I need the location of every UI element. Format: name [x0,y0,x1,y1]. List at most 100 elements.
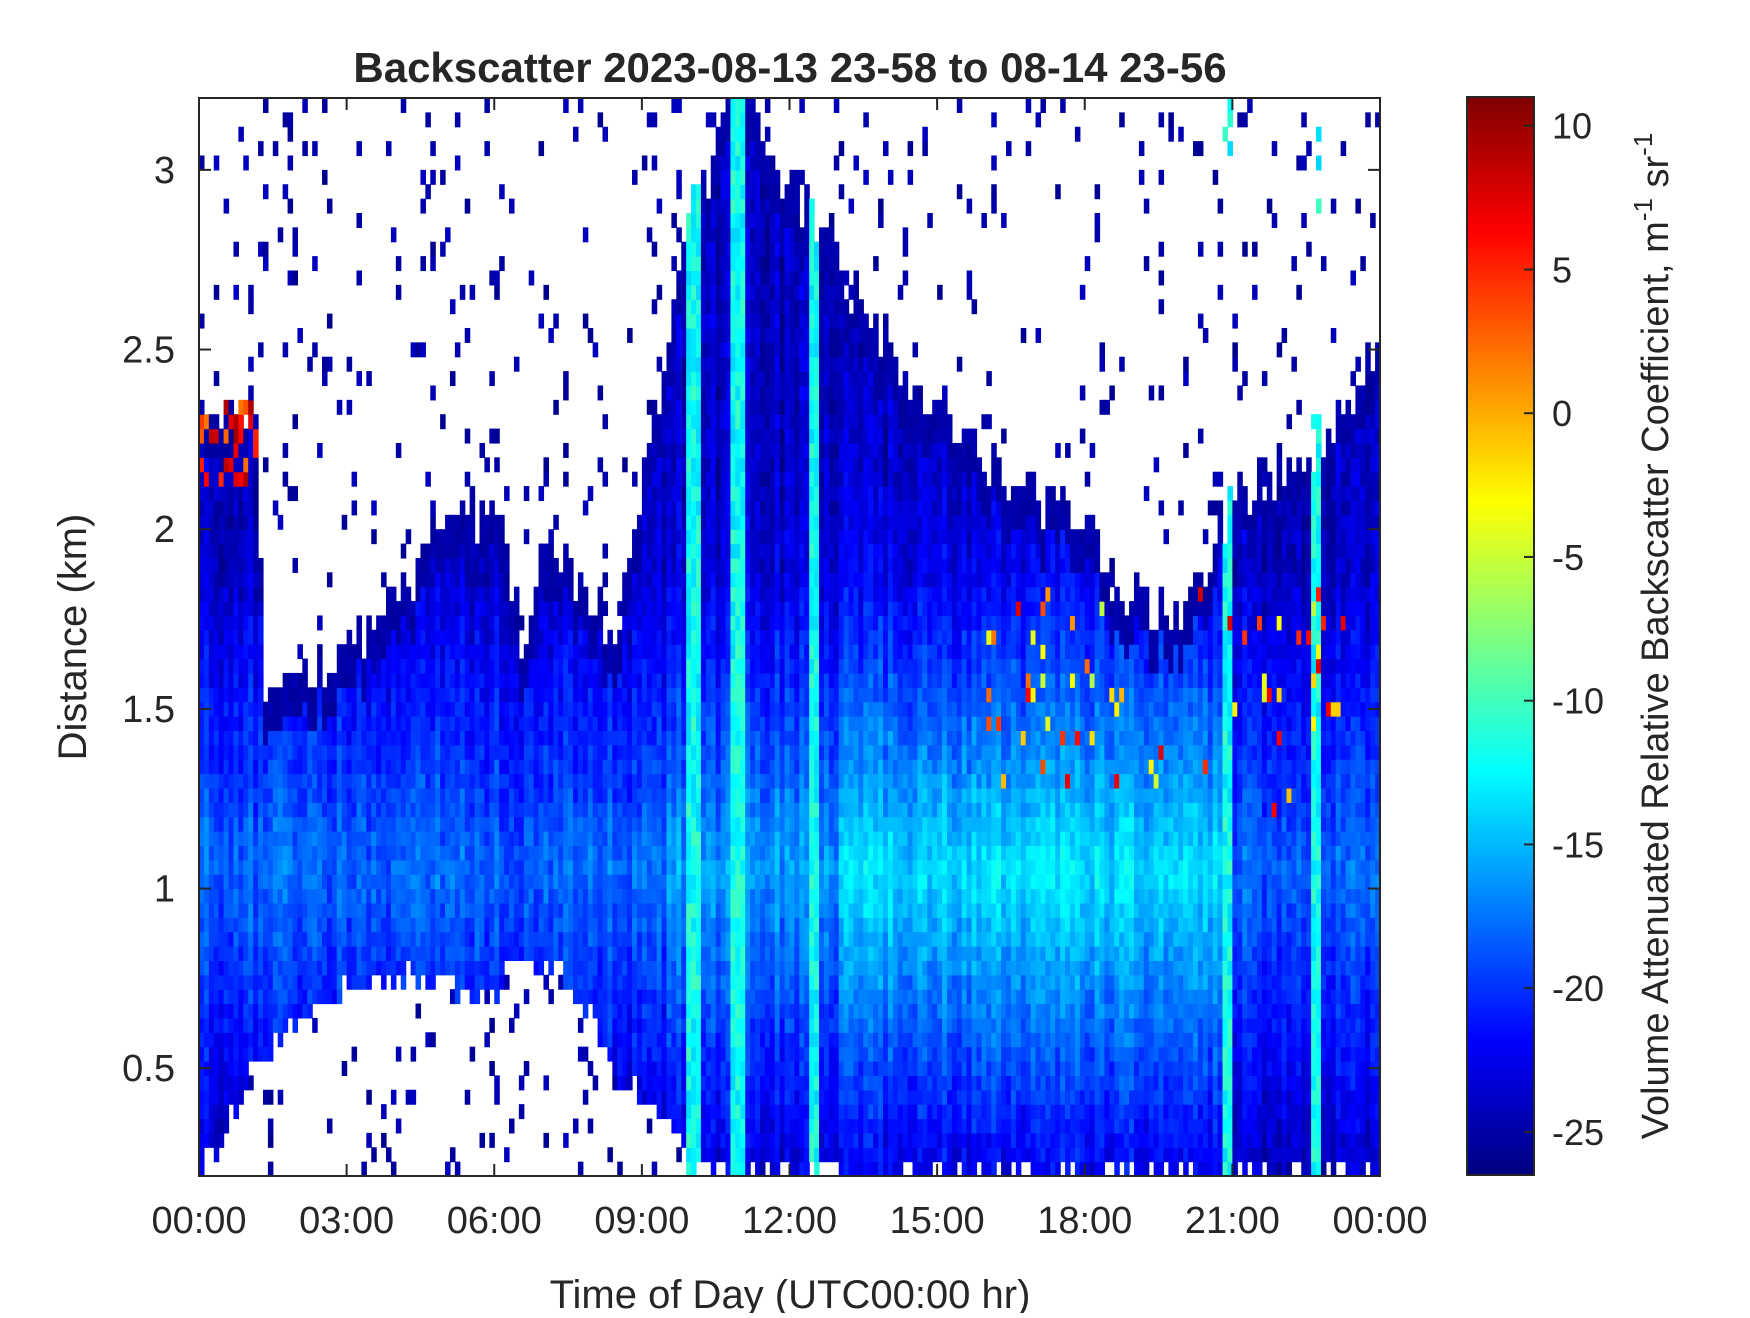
heatmap-cell [203,414,210,430]
heatmap-cell [420,946,426,961]
heatmap-cell [666,644,672,660]
heatmap-cell [203,457,210,473]
heatmap-cell [435,917,441,933]
heatmap-cell [779,227,786,243]
heatmap-cell [218,629,225,645]
heatmap-cell [203,716,210,732]
heatmap-cell [622,701,628,717]
heatmap-cell [469,874,476,890]
heatmap-cell [405,831,412,847]
heatmap-cell [400,816,407,832]
heatmap-cell [307,931,313,947]
heatmap-cell [543,816,549,832]
heatmap-cell [307,874,313,890]
heatmap-cell [750,428,756,444]
heatmap-cell [705,241,712,257]
heatmap-cell [223,658,230,674]
heatmap-cell [474,974,481,990]
heatmap-cell [700,428,707,444]
heatmap-cell [745,629,751,645]
heatmap-cell [203,744,210,760]
heatmap-cell [282,716,289,732]
heatmap-cell [440,960,446,976]
heatmap-cell [223,874,230,890]
heatmap-cell [454,931,461,947]
heatmap-cell [297,672,303,688]
heatmap-cell [745,831,751,847]
heatmap-cell [622,946,628,961]
heatmap-cell [509,773,515,789]
heatmap-cell [267,917,274,933]
heatmap-cell [459,859,466,875]
heatmap-cell [759,1089,766,1105]
heatmap-cell [577,802,584,818]
heatmap-cell [282,787,289,803]
heatmap-cell [656,514,663,530]
heatmap-cell [395,601,402,617]
heatmap-cell [484,687,490,703]
heatmap-cell [469,787,476,803]
heatmap-cell [641,1032,648,1048]
heatmap-cell [302,816,308,832]
heatmap-cell [435,859,441,875]
heatmap-cell [238,457,244,473]
heatmap-cell [720,284,727,300]
heatmap-cell [759,543,766,559]
heatmap-cell [390,687,397,703]
heatmap-cell [769,414,776,430]
heatmap-cell [287,112,294,128]
heatmap-cell [509,831,515,847]
heatmap-cell [322,356,328,372]
heatmap-cell [489,1132,495,1148]
heatmap-cell [622,730,628,746]
heatmap-cell [725,672,732,688]
heatmap-cell [425,888,431,904]
heatmap-cell [774,658,781,674]
heatmap-cell [725,888,732,904]
heatmap-cell [312,931,318,947]
heatmap-cell [764,284,771,300]
heatmap-cell [376,874,382,890]
heatmap-cell [528,845,535,861]
heatmap-cell [459,845,466,861]
heatmap-cell [410,946,417,961]
heatmap-cell [243,974,249,990]
heatmap-cell [228,572,235,588]
heatmap-cell [489,946,495,961]
heatmap-cell [533,845,540,861]
heatmap-cell [676,946,682,961]
heatmap-cell [203,543,210,559]
heatmap-cell [277,845,284,861]
heatmap-cell [759,1132,766,1148]
heatmap-cell [686,471,692,487]
heatmap-cell [238,859,244,875]
heatmap-cell [553,773,559,789]
heatmap-cell [400,917,407,933]
heatmap-cell [715,802,722,818]
heatmap-cell [696,902,702,918]
heatmap-cell [238,989,244,1005]
heatmap-cell [764,601,771,617]
heatmap-cell [632,687,638,703]
heatmap-cell [705,687,712,703]
heatmap-cell [622,787,628,803]
heatmap-cell [676,313,682,329]
heatmap-cell [381,831,387,847]
heatmap-cell [218,902,225,918]
heatmap-cell [710,874,717,890]
heatmap-cell [243,1061,249,1076]
heatmap-cell [248,744,254,760]
heatmap-cell [302,902,308,918]
heatmap-cell [720,845,727,861]
heatmap-cell [381,845,387,861]
heatmap-cell [302,744,308,760]
heatmap-cell [459,802,466,818]
heatmap-cell [425,672,431,688]
heatmap-cell [208,1046,215,1062]
heatmap-cell [203,1003,210,1019]
heatmap-cell [636,787,643,803]
heatmap-cell [750,486,756,502]
heatmap-cell [735,960,741,976]
heatmap-cell [243,773,249,789]
heatmap-cell [774,529,781,545]
